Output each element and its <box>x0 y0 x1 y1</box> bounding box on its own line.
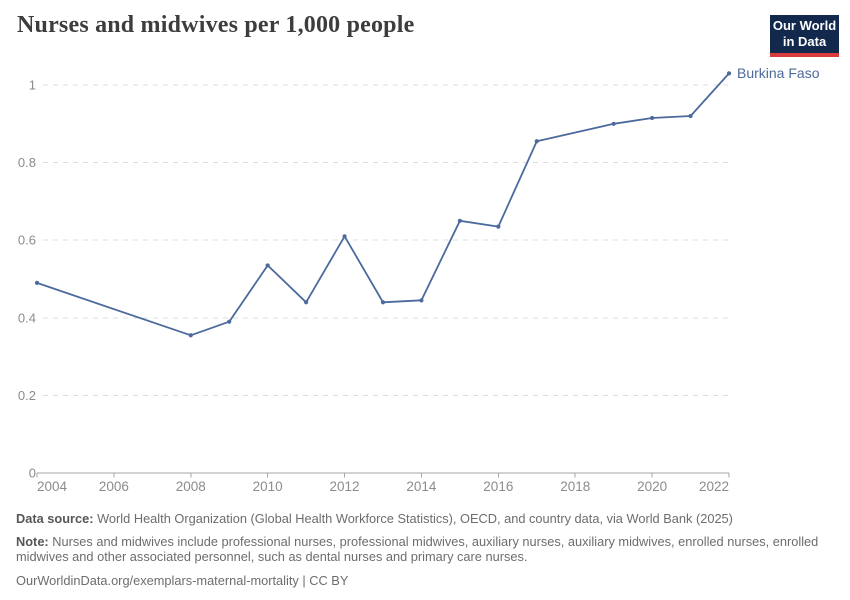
citation-license: | CC BY <box>298 572 349 588</box>
data-point-marker[interactable] <box>650 115 655 121</box>
data-point-marker[interactable] <box>534 139 539 144</box>
note-text: Nurses and midwives include professional… <box>16 533 819 565</box>
y-axis-tick-label: 0.8 <box>18 155 36 170</box>
citation-url[interactable]: OurWorldinData.org/exemplars-maternal-mo… <box>16 572 299 588</box>
line-chart-canvas: 0 0.2 0.4 0.6 0.8 1 2004 2006 2008 2010 2012 2014 20… <box>18 65 820 494</box>
data-point-marker[interactable] <box>380 300 386 305</box>
y-axis-tick-label: 0.6 <box>18 233 36 248</box>
data-point-marker[interactable] <box>34 280 40 285</box>
data-point-marker[interactable] <box>457 218 462 223</box>
y-axis-tick-label: 0.4 <box>18 310 36 325</box>
data-point-marker[interactable] <box>265 263 270 268</box>
data-point-marker[interactable] <box>496 224 501 229</box>
data-point-marker[interactable] <box>342 234 347 239</box>
series-line[interactable] <box>36 72 730 337</box>
y-axis-tick-label: 0.2 <box>18 388 36 403</box>
data-point-marker[interactable] <box>726 71 732 76</box>
x-axis-tick-label: 2014 <box>406 479 437 494</box>
x-axis-tick-label: 2004 <box>37 479 68 494</box>
series-entity-label[interactable]: Burkina Faso <box>737 65 820 81</box>
chart-footer: Data source: World Health Organization (… <box>16 511 836 595</box>
x-axis-tick-label: 2022 <box>699 479 729 494</box>
citation-line: OurWorldinData.org/exemplars-maternal-mo… <box>16 573 836 589</box>
owid-logo[interactable]: Our World in Data <box>770 15 839 57</box>
data-source-line: Data source: World Health Organization (… <box>16 511 836 527</box>
data-point-marker[interactable] <box>188 333 193 338</box>
y-axis-tick-label: 0 <box>29 466 36 481</box>
data-point-marker[interactable] <box>227 319 232 324</box>
x-axis-tick-label: 2016 <box>483 479 513 494</box>
data-point-marker[interactable] <box>688 113 693 119</box>
data-source-label: Data source: <box>16 511 94 526</box>
note-line: Note: Nurses and midwives include profes… <box>16 534 836 565</box>
owid-logo-line1: Our World <box>772 18 837 33</box>
y-axis-tick-label: 1 <box>29 78 36 93</box>
owid-logo-line2: in Data <box>782 34 827 50</box>
x-axis-tick-label: 2006 <box>99 479 129 494</box>
chart-title: Nurses and midwives per 1,000 people <box>17 12 415 38</box>
data-point-marker[interactable] <box>304 300 309 305</box>
note-label: Note: <box>16 533 49 549</box>
x-axis-tick-label: 2012 <box>330 479 360 494</box>
x-axis-tick-label: 2018 <box>560 479 590 494</box>
data-source-text: World Health Organization (Global Health… <box>93 511 733 526</box>
x-axis-tick-label: 2020 <box>637 479 667 494</box>
x-axis-tick-label: 2008 <box>176 479 206 494</box>
data-point-marker[interactable] <box>419 298 424 303</box>
x-axis-tick-label: 2010 <box>253 479 283 494</box>
data-point-marker[interactable] <box>611 121 616 126</box>
